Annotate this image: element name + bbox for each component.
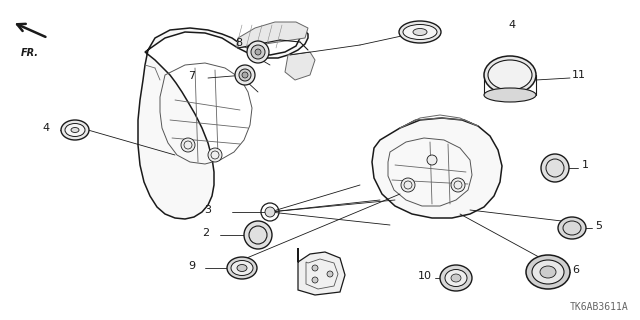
Ellipse shape	[403, 25, 437, 39]
Polygon shape	[372, 118, 502, 218]
Polygon shape	[138, 28, 308, 219]
Text: 3: 3	[204, 205, 211, 215]
Ellipse shape	[61, 120, 89, 140]
Circle shape	[312, 277, 318, 283]
Circle shape	[255, 49, 261, 55]
Ellipse shape	[227, 257, 257, 279]
Circle shape	[451, 178, 465, 192]
Ellipse shape	[451, 274, 461, 282]
Polygon shape	[285, 52, 315, 80]
Text: 6: 6	[572, 265, 579, 275]
Text: 4: 4	[42, 123, 49, 133]
Text: 1: 1	[582, 160, 589, 170]
Circle shape	[244, 221, 272, 249]
Text: 8: 8	[235, 38, 242, 48]
Circle shape	[427, 155, 437, 165]
Ellipse shape	[399, 21, 441, 43]
Ellipse shape	[526, 255, 570, 289]
Text: 4: 4	[508, 20, 515, 30]
Ellipse shape	[413, 28, 427, 36]
Text: 5: 5	[595, 221, 602, 231]
Text: 11: 11	[572, 70, 586, 80]
Circle shape	[401, 178, 415, 192]
Text: FR.: FR.	[21, 48, 39, 58]
Circle shape	[208, 148, 222, 162]
Text: 2: 2	[202, 228, 209, 238]
Circle shape	[181, 138, 195, 152]
Circle shape	[239, 69, 251, 81]
Circle shape	[541, 154, 569, 182]
Ellipse shape	[484, 56, 536, 94]
Ellipse shape	[65, 124, 85, 137]
Circle shape	[242, 72, 248, 78]
Text: 9: 9	[188, 261, 195, 271]
Ellipse shape	[484, 88, 536, 102]
Circle shape	[265, 207, 275, 217]
Ellipse shape	[231, 260, 253, 276]
Ellipse shape	[558, 217, 586, 239]
Ellipse shape	[237, 265, 247, 271]
Ellipse shape	[540, 266, 556, 278]
Ellipse shape	[440, 265, 472, 291]
Polygon shape	[298, 248, 345, 295]
Circle shape	[251, 45, 265, 59]
Text: 7: 7	[188, 71, 195, 81]
Polygon shape	[238, 22, 308, 48]
Ellipse shape	[445, 269, 467, 286]
Circle shape	[312, 265, 318, 271]
Ellipse shape	[532, 260, 564, 284]
Ellipse shape	[71, 127, 79, 132]
Circle shape	[247, 41, 269, 63]
Text: TK6AB3611A: TK6AB3611A	[569, 302, 628, 312]
Circle shape	[235, 65, 255, 85]
Ellipse shape	[488, 60, 532, 90]
Circle shape	[327, 271, 333, 277]
Text: 10: 10	[418, 271, 432, 281]
